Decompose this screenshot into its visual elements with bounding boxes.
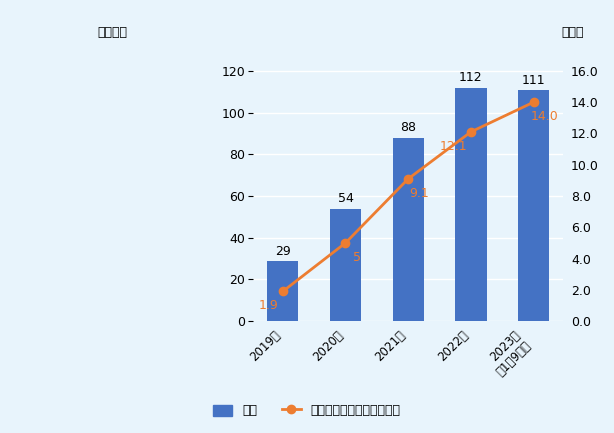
Bar <box>455 87 487 321</box>
Text: （％）: （％） <box>561 26 584 39</box>
Text: 29: 29 <box>275 245 290 258</box>
Text: （万台）: （万台） <box>98 26 128 39</box>
Bar <box>392 138 424 321</box>
Text: 54: 54 <box>338 192 354 205</box>
Text: 12.1: 12.1 <box>440 140 467 153</box>
Bar <box>267 261 298 321</box>
新車登録全体に占める割合 <box>342 240 349 246</box>
Line: 新車登録全体に占める割合: 新車登録全体に占める割合 <box>279 98 538 296</box>
新車登録全体に占める割合 <box>467 129 475 135</box>
Text: 9.1: 9.1 <box>410 187 429 200</box>
Text: 5: 5 <box>353 251 361 264</box>
Bar <box>518 90 550 321</box>
Bar <box>330 209 361 321</box>
Text: 112: 112 <box>459 71 483 84</box>
Text: 14.0: 14.0 <box>531 110 559 123</box>
Text: 1.9: 1.9 <box>259 299 279 312</box>
Text: 111: 111 <box>522 74 545 87</box>
新車登録全体に占める割合 <box>405 176 412 181</box>
Legend: 台数, 新車登録全体に占める割合: 台数, 新車登録全体に占める割合 <box>208 399 406 423</box>
新車登録全体に占める割合 <box>530 100 537 105</box>
新車登録全体に占める割合 <box>279 289 286 294</box>
Text: 88: 88 <box>400 122 416 135</box>
